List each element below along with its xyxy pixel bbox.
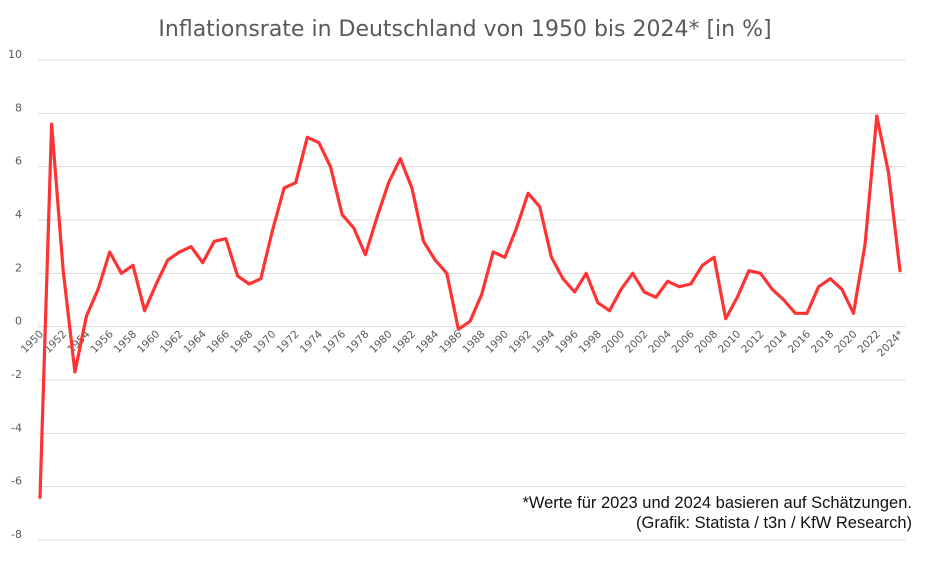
y-tick-label: -4	[11, 421, 22, 434]
footnote-source: (Grafik: Statista / t3n / KfW Research)	[636, 514, 912, 532]
x-tick-label: 1950	[19, 328, 46, 355]
x-tick-label: 1980	[367, 328, 394, 355]
x-tick-label: 1964	[181, 328, 209, 356]
series-layer	[38, 114, 902, 499]
x-tick-label: 2024*	[875, 328, 906, 359]
x-tick-label: 2008	[693, 328, 720, 355]
x-tick-label: 1960	[135, 328, 162, 355]
x-tick-label: 1970	[251, 328, 278, 355]
y-tick-label: -8	[11, 528, 22, 541]
x-tick-label: 2010	[716, 328, 743, 355]
x-tick-label: 2018	[809, 328, 836, 355]
x-tick-label: 1998	[577, 328, 604, 355]
chart-title: Inflationsrate in Deutschland von 1950 b…	[158, 17, 771, 42]
x-tick-label: 1976	[321, 328, 349, 356]
x-axis-ticks: 1950195219541956195819601962196419661968…	[19, 328, 906, 359]
x-tick-label: 1990	[484, 328, 511, 355]
y-tick-label: -2	[11, 368, 22, 381]
y-tick-label: 8	[15, 101, 22, 114]
x-tick-label: 1956	[88, 328, 116, 356]
y-tick-label: 4	[15, 208, 22, 221]
x-tick-label: 1992	[507, 328, 534, 355]
x-tick-label: 1974	[298, 328, 326, 356]
x-tick-label: 2004	[646, 328, 674, 356]
x-tick-label: 1996	[553, 328, 581, 356]
y-tick-label: 6	[15, 155, 22, 168]
x-tick-label: 1978	[344, 328, 371, 355]
y-tick-label: 2	[15, 261, 22, 274]
x-tick-label: 2006	[670, 328, 698, 356]
x-tick-label: 1962	[158, 328, 185, 355]
x-tick-label: 1972	[274, 328, 301, 355]
x-tick-label: 2012	[739, 328, 766, 355]
y-tick-label: 10	[8, 48, 22, 61]
footnote-estimate: *Werte für 2023 und 2024 basieren auf Sc…	[522, 494, 912, 512]
footnote: *Werte für 2023 und 2024 basieren auf Sc…	[518, 493, 912, 533]
gridlines	[38, 59, 905, 541]
x-tick-label: 1994	[530, 328, 558, 356]
x-tick-label: 2016	[786, 328, 814, 356]
x-tick-label: 1958	[112, 328, 139, 355]
x-tick-label: 1984	[414, 328, 442, 356]
y-tick-label: 0	[15, 315, 22, 328]
x-tick-label: 2002	[623, 328, 650, 355]
x-tick-label: 2014	[763, 328, 791, 356]
x-tick-label: 2000	[600, 328, 627, 355]
series-line-inflationsrate	[38, 114, 902, 499]
x-tick-label: 1986	[437, 328, 465, 356]
y-axis-ticks: 10 8 6 4 2 0 -2 -4 -6 -8	[8, 48, 22, 541]
x-tick-label: 1982	[391, 328, 418, 355]
x-tick-label: 1988	[460, 328, 487, 355]
y-tick-label: -6	[11, 475, 22, 488]
x-tick-label: 2020	[832, 328, 859, 355]
x-tick-label: 1968	[228, 328, 255, 355]
x-tick-label: 1966	[205, 328, 233, 356]
